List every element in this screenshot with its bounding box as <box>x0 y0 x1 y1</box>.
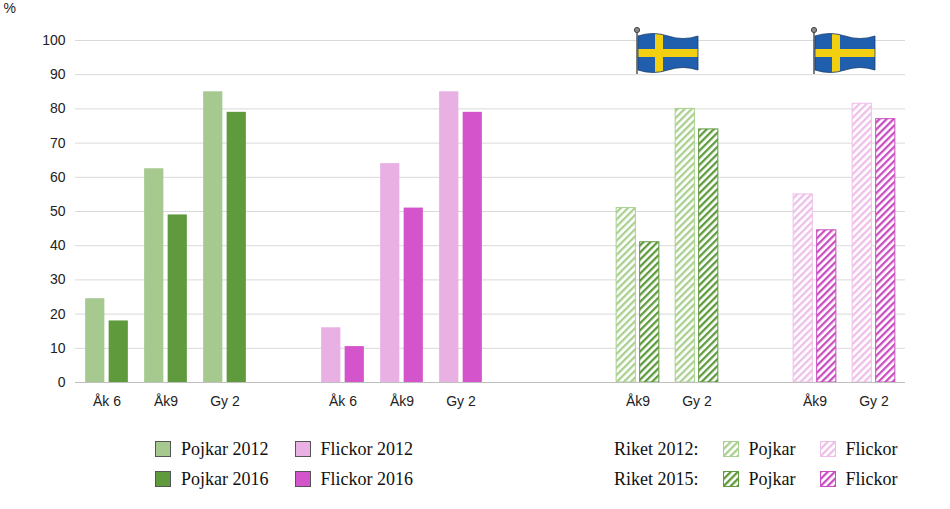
svg-text:50: 50 <box>50 203 66 219</box>
svg-text:40: 40 <box>50 237 66 253</box>
svg-text:Åk9: Åk9 <box>390 393 414 409</box>
svg-text:70: 70 <box>50 135 66 151</box>
svg-text:Gy 2: Gy 2 <box>859 393 889 409</box>
html-text:Flickor 2016: Flickor 2016 <box>320 468 413 489</box>
svg-text:60: 60 <box>50 169 66 185</box>
svg-text:Gy 2: Gy 2 <box>210 393 240 409</box>
html-text:Flickor: Flickor <box>845 438 898 459</box>
svg-text:Åk 6: Åk 6 <box>93 393 121 409</box>
svg-text:Åk 6: Åk 6 <box>329 393 357 409</box>
svg-text:%: % <box>4 0 16 16</box>
svg-text:100: 100 <box>42 32 66 48</box>
svg-text:10: 10 <box>50 340 66 356</box>
html-text:Pojkar 2012: Pojkar 2012 <box>181 438 269 459</box>
svg-text:Åk9: Åk9 <box>803 393 827 409</box>
html-text:Pojkar: Pojkar <box>748 438 796 459</box>
html-text:Flickor 2012: Flickor 2012 <box>320 438 413 459</box>
svg-text:30: 30 <box>50 271 66 287</box>
svg-text:0: 0 <box>58 374 66 390</box>
svg-text:Åk9: Åk9 <box>626 393 650 409</box>
html-text:Flickor: Flickor <box>845 468 898 489</box>
html-text:Pojkar: Pojkar <box>748 468 796 489</box>
svg-text:20: 20 <box>50 306 66 322</box>
svg-text:Åk9: Åk9 <box>154 393 178 409</box>
html-text:Riket 2012:: Riket 2012: <box>614 438 699 459</box>
html-text:Riket 2015:: Riket 2015: <box>614 468 699 489</box>
svg-text:90: 90 <box>50 66 66 82</box>
html-text:Pojkar 2016: Pojkar 2016 <box>181 468 269 489</box>
svg-text:Gy 2: Gy 2 <box>682 393 712 409</box>
svg-text:Gy 2: Gy 2 <box>446 393 476 409</box>
svg-text:80: 80 <box>50 100 66 116</box>
